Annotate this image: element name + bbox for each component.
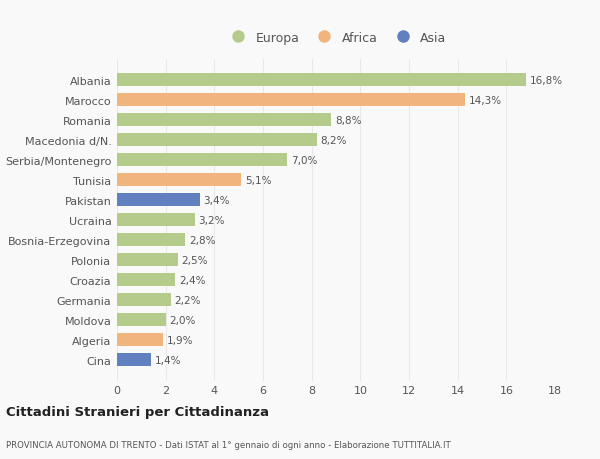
Text: 7,0%: 7,0%	[291, 156, 317, 166]
Text: 1,9%: 1,9%	[167, 335, 193, 345]
Bar	[117, 274, 175, 286]
Text: 14,3%: 14,3%	[469, 96, 502, 106]
Bar	[117, 94, 465, 107]
Text: 2,8%: 2,8%	[189, 235, 215, 245]
Text: Cittadini Stranieri per Cittadinanza: Cittadini Stranieri per Cittadinanza	[6, 405, 269, 419]
Bar	[117, 234, 185, 247]
Text: 2,2%: 2,2%	[174, 295, 200, 305]
Text: 3,2%: 3,2%	[199, 215, 225, 225]
Text: PROVINCIA AUTONOMA DI TRENTO - Dati ISTAT al 1° gennaio di ogni anno - Elaborazi: PROVINCIA AUTONOMA DI TRENTO - Dati ISTA…	[6, 441, 451, 449]
Bar	[117, 353, 151, 366]
Bar	[117, 334, 163, 347]
Bar	[117, 313, 166, 326]
Bar	[117, 114, 331, 127]
Text: 2,5%: 2,5%	[181, 255, 208, 265]
Text: 16,8%: 16,8%	[529, 76, 563, 86]
Bar	[117, 74, 526, 87]
Bar	[117, 254, 178, 267]
Text: 2,0%: 2,0%	[169, 315, 196, 325]
Bar	[117, 174, 241, 187]
Text: 5,1%: 5,1%	[245, 175, 271, 185]
Bar	[117, 154, 287, 167]
Legend: Europa, Africa, Asia: Europa, Africa, Asia	[223, 29, 449, 47]
Text: 1,4%: 1,4%	[155, 355, 181, 365]
Text: 2,4%: 2,4%	[179, 275, 206, 285]
Bar	[117, 134, 317, 147]
Bar	[117, 294, 170, 307]
Text: 8,8%: 8,8%	[335, 116, 361, 126]
Text: 3,4%: 3,4%	[203, 196, 230, 205]
Bar	[117, 194, 200, 207]
Bar	[117, 214, 195, 227]
Text: 8,2%: 8,2%	[320, 135, 347, 146]
